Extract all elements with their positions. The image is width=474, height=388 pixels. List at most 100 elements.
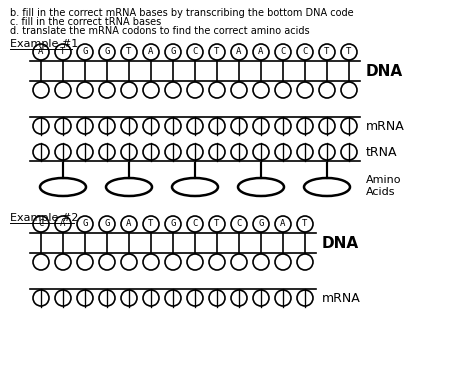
Ellipse shape [33,216,49,232]
Ellipse shape [231,144,247,160]
Ellipse shape [209,118,225,134]
Ellipse shape [143,216,159,232]
Ellipse shape [238,178,284,196]
Ellipse shape [99,82,115,98]
Ellipse shape [121,290,137,306]
Ellipse shape [143,144,159,160]
Ellipse shape [143,44,159,60]
Text: tRNA: tRNA [366,146,398,159]
Ellipse shape [121,144,137,160]
Ellipse shape [187,216,203,232]
Ellipse shape [231,44,247,60]
Ellipse shape [77,82,93,98]
Ellipse shape [33,144,49,160]
Ellipse shape [341,118,357,134]
Ellipse shape [172,178,218,196]
Ellipse shape [297,82,313,98]
Ellipse shape [275,118,291,134]
Text: c. fill in the correct tRNA bases: c. fill in the correct tRNA bases [10,17,161,27]
Ellipse shape [99,118,115,134]
Ellipse shape [40,178,86,196]
Ellipse shape [77,290,93,306]
Ellipse shape [99,290,115,306]
Text: mRNA: mRNA [366,121,405,133]
Ellipse shape [187,44,203,60]
Ellipse shape [55,44,71,60]
Ellipse shape [275,144,291,160]
Ellipse shape [187,254,203,270]
Ellipse shape [187,82,203,98]
Ellipse shape [209,144,225,160]
Ellipse shape [106,178,152,196]
Text: b. fill in the correct mRNA bases by transcribing the bottom DNA code: b. fill in the correct mRNA bases by tra… [10,8,354,18]
Text: C: C [302,47,308,57]
Text: A: A [258,47,264,57]
Ellipse shape [77,216,93,232]
Ellipse shape [231,118,247,134]
Ellipse shape [187,118,203,134]
Ellipse shape [165,144,181,160]
Ellipse shape [231,216,247,232]
Ellipse shape [275,290,291,306]
Ellipse shape [253,44,269,60]
Ellipse shape [33,118,49,134]
Ellipse shape [55,216,71,232]
Ellipse shape [77,144,93,160]
Ellipse shape [275,216,291,232]
Ellipse shape [143,254,159,270]
Text: T: T [148,220,154,229]
Ellipse shape [77,254,93,270]
Text: A: A [148,47,154,57]
Ellipse shape [77,118,93,134]
Text: T: T [214,47,219,57]
Ellipse shape [231,290,247,306]
Ellipse shape [55,254,71,270]
Ellipse shape [209,290,225,306]
Text: T: T [214,220,219,229]
Ellipse shape [143,82,159,98]
Ellipse shape [297,254,313,270]
Ellipse shape [304,178,350,196]
Text: DNA: DNA [366,64,403,78]
Ellipse shape [253,254,269,270]
Ellipse shape [275,254,291,270]
Text: T: T [324,47,330,57]
Ellipse shape [121,82,137,98]
Ellipse shape [319,144,335,160]
Text: Example #2: Example #2 [10,213,78,223]
Ellipse shape [55,118,71,134]
Text: G: G [104,220,109,229]
Ellipse shape [33,44,49,60]
Ellipse shape [33,254,49,270]
Text: G: G [82,47,88,57]
Text: G: G [82,220,88,229]
Ellipse shape [143,118,159,134]
Ellipse shape [231,254,247,270]
Ellipse shape [55,82,71,98]
Text: Example #1: Example #1 [10,39,78,49]
Ellipse shape [121,118,137,134]
Ellipse shape [341,82,357,98]
Ellipse shape [121,216,137,232]
Ellipse shape [33,290,49,306]
Ellipse shape [253,82,269,98]
Text: C: C [192,47,198,57]
Text: T: T [346,47,352,57]
Ellipse shape [297,290,313,306]
Text: A: A [126,220,132,229]
Ellipse shape [275,82,291,98]
Text: G: G [258,220,264,229]
Ellipse shape [143,290,159,306]
Text: T: T [126,47,132,57]
Text: C: C [38,220,44,229]
Text: C: C [237,220,242,229]
Ellipse shape [165,290,181,306]
Text: G: G [170,220,176,229]
Ellipse shape [99,254,115,270]
Ellipse shape [209,44,225,60]
Text: C: C [280,47,286,57]
Ellipse shape [55,290,71,306]
Ellipse shape [187,144,203,160]
Text: A: A [38,47,44,57]
Ellipse shape [165,118,181,134]
